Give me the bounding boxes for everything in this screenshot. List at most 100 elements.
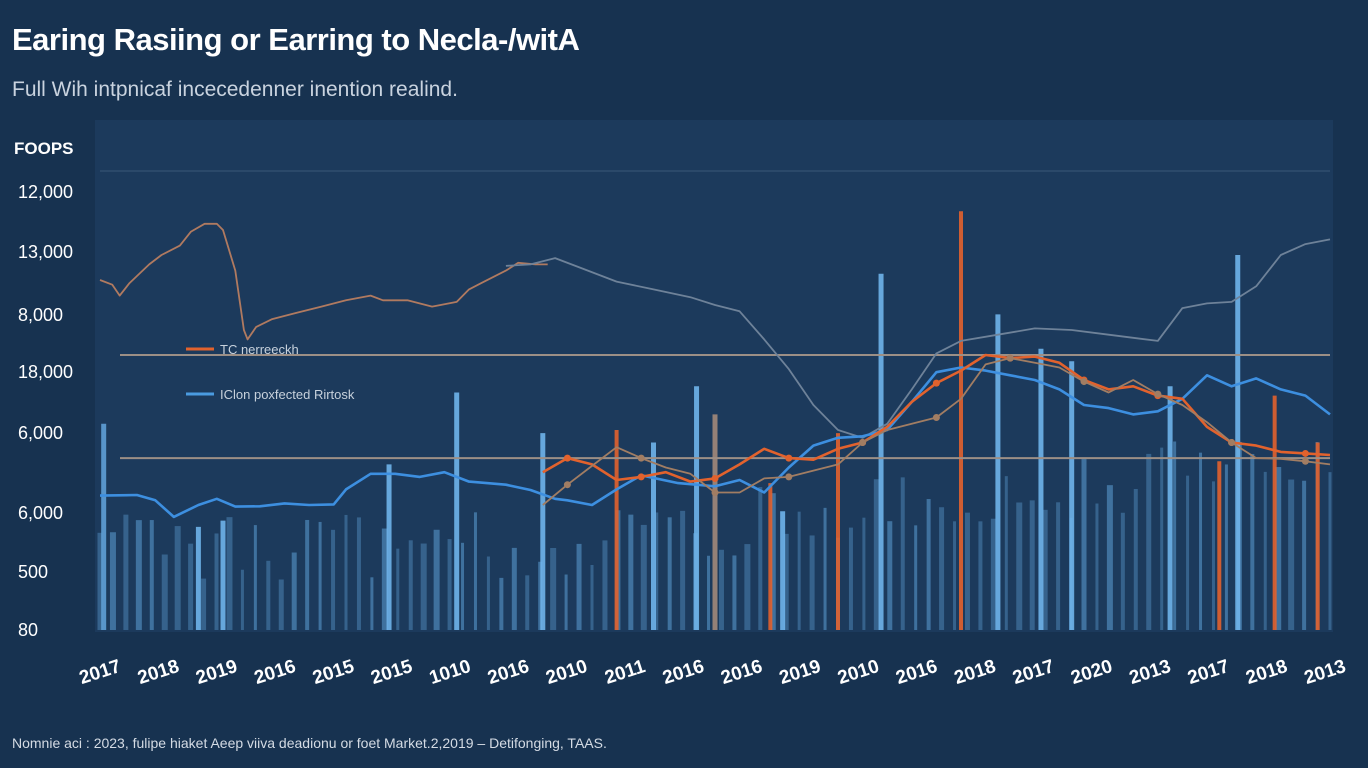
volume-bar [680, 510, 686, 630]
x-tick-label: 2013 [1127, 656, 1174, 689]
volume-bar [564, 574, 568, 630]
volume-bar [447, 539, 452, 630]
reference-lines [120, 354, 1330, 460]
x-tick-label: 2018 [135, 656, 182, 689]
volume-bar [1004, 476, 1008, 630]
x-tick-label: 2013 [1302, 656, 1349, 689]
series-point [1301, 457, 1309, 465]
volume-bar [1211, 481, 1215, 630]
volume-bar [149, 520, 154, 630]
volume-bar [758, 487, 763, 630]
volume-bar [381, 528, 388, 630]
x-tick-label: 2016 [485, 656, 532, 689]
highlight-bar [878, 273, 884, 630]
highlight-bar [780, 511, 786, 630]
highlight-bar [768, 483, 773, 630]
volume-bar [770, 493, 776, 630]
volume-bar [640, 524, 647, 630]
volume-bar [809, 535, 815, 630]
y-tick-label: 8,000 [18, 305, 63, 325]
volume-bar [900, 477, 905, 630]
x-tick-label: 2016 [660, 656, 707, 689]
volume-bar [344, 514, 348, 630]
volume-bar [97, 532, 103, 630]
volume-bar [744, 544, 751, 630]
volume-bar [318, 521, 322, 630]
volume-bar [266, 560, 271, 630]
highlight-bar [1217, 461, 1222, 630]
series-line [505, 238, 1331, 439]
volume-bar [707, 555, 711, 630]
volume-bar [732, 555, 737, 630]
highlight-bar [694, 386, 700, 630]
volume-bar [123, 514, 129, 630]
volume-bar [226, 517, 233, 630]
series-point [711, 474, 719, 482]
y-tick-label: 6,000 [18, 503, 63, 523]
highlight-bar [454, 392, 460, 630]
y-tick-label: 6,000 [18, 423, 63, 443]
volume-bar [1106, 485, 1113, 630]
volume-bar [305, 519, 310, 630]
x-tick-label: 2016 [718, 656, 765, 689]
volume-bar [420, 543, 427, 630]
x-tick-label: 2018 [1243, 656, 1290, 689]
x-tick-label: 2019 [193, 656, 240, 689]
volume-bar [201, 578, 207, 630]
x-tick-label: 2017 [77, 656, 124, 689]
chart-title: Earing Rasiing or Earring to Necla-/witA [12, 22, 580, 57]
series-line [99, 366, 1331, 519]
volume-bar [291, 552, 297, 630]
volume-bar [1016, 502, 1023, 630]
volume-bar [1095, 503, 1099, 630]
series-point [563, 454, 571, 462]
y-tick-label: 12,000 [18, 182, 73, 202]
volume-bar [1224, 464, 1228, 630]
volume-bar [1133, 488, 1138, 630]
x-tick-label: 2017 [1185, 656, 1232, 689]
series-line [99, 222, 548, 341]
highlight-bar [1272, 395, 1277, 630]
volume-bar [939, 507, 945, 630]
highlight-bar [651, 442, 656, 630]
volume-bar [396, 548, 400, 630]
volume-bar [576, 543, 582, 630]
highlight-bar [1167, 386, 1173, 630]
y-tick-label: 80 [18, 620, 38, 640]
volume-bar [408, 540, 413, 630]
volume-bar [214, 533, 219, 630]
highlight-bar [101, 423, 107, 630]
volume-bar [278, 579, 284, 630]
highlight-bar [540, 433, 546, 630]
volume-bar [667, 517, 672, 630]
x-tick-label: 2015 [368, 656, 415, 689]
volume-bar [1120, 512, 1125, 630]
series-lines [99, 222, 1331, 519]
x-tick-label: 2010 [543, 656, 590, 689]
x-tick-label: 2020 [1068, 656, 1115, 689]
series-point [859, 439, 867, 446]
y-tick-label: 500 [18, 562, 48, 582]
x-tick-labels: 2017 2018 2019 2016 2015 2015 1010 2016 2010 2011… [77, 656, 1349, 689]
volume-bar [174, 526, 181, 630]
volume-bar [1056, 502, 1061, 630]
highlight-bar [1315, 442, 1320, 630]
x-tick-label: 2016 [893, 656, 940, 689]
series-point [1154, 390, 1162, 398]
volume-bar [926, 499, 931, 630]
volume-bar [538, 561, 543, 630]
volume-bar [1081, 459, 1087, 630]
highlight-bar [614, 430, 619, 630]
volume-bar [1250, 453, 1255, 630]
volume-bar [990, 518, 996, 630]
volume-bar [240, 569, 244, 630]
x-tick-label: 2010 [835, 656, 882, 689]
volume-bar [253, 525, 257, 630]
y-tick-label: 18,000 [18, 362, 73, 382]
volume-bar [550, 548, 557, 630]
highlight-bar [220, 520, 226, 630]
volume-bar [161, 554, 168, 630]
volume-bar [887, 521, 893, 630]
highlight-bar [1038, 348, 1044, 630]
y-tick-labels: FOOPS 12,000 13,000 8,000 18,000 6,000 6,000 5… [14, 139, 74, 640]
